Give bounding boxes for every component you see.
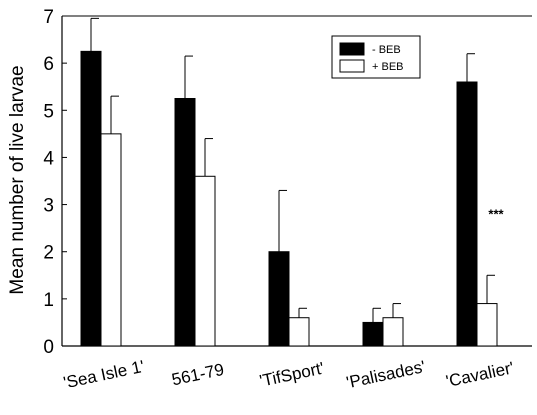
- x-tick-label: 561-79: [170, 360, 226, 390]
- y-axis: 0 1 2 3 4 5 6 7: [43, 7, 67, 358]
- bar: [456, 81, 478, 347]
- legend-swatch: [339, 59, 365, 73]
- legend-label: - BEB: [372, 44, 401, 56]
- y-axis-label: Mean number of live larvae: [7, 65, 28, 294]
- x-tick-label: 'Sea Isle 1': [62, 357, 146, 393]
- significance-annotation: ***: [488, 207, 504, 222]
- legend-swatch: [339, 42, 365, 56]
- y-tick-label: 3: [43, 196, 54, 217]
- legend: - BEB + BEB: [331, 35, 421, 79]
- bar: [476, 303, 498, 347]
- x-tick-label: 'TifSport': [258, 359, 326, 391]
- y-tick-label: 5: [43, 101, 54, 122]
- y-tick-label: 6: [43, 54, 54, 75]
- bar: [174, 98, 196, 347]
- bar: [362, 321, 384, 347]
- x-tick-label: 'Palisades': [345, 357, 427, 392]
- bars: [80, 17, 498, 347]
- x-tick-label: 'Cavalier': [444, 358, 515, 391]
- y-tick-label: 7: [43, 7, 54, 28]
- bar: [80, 50, 102, 347]
- y-tick-label: 1: [43, 290, 54, 311]
- bar: [194, 175, 216, 347]
- bar: [268, 251, 290, 347]
- annotations: ***: [488, 207, 504, 222]
- bar: [382, 317, 404, 347]
- bar: [288, 317, 310, 347]
- legend-label: + BEB: [372, 61, 404, 73]
- y-tick-label: 0: [43, 337, 54, 358]
- y-tick-label: 2: [43, 243, 54, 264]
- x-axis: 'Sea Isle 1' 561-79 'TifSport' 'Palisades' '…: [62, 357, 516, 393]
- y-tick-label: 4: [43, 148, 54, 169]
- bar: [100, 133, 122, 347]
